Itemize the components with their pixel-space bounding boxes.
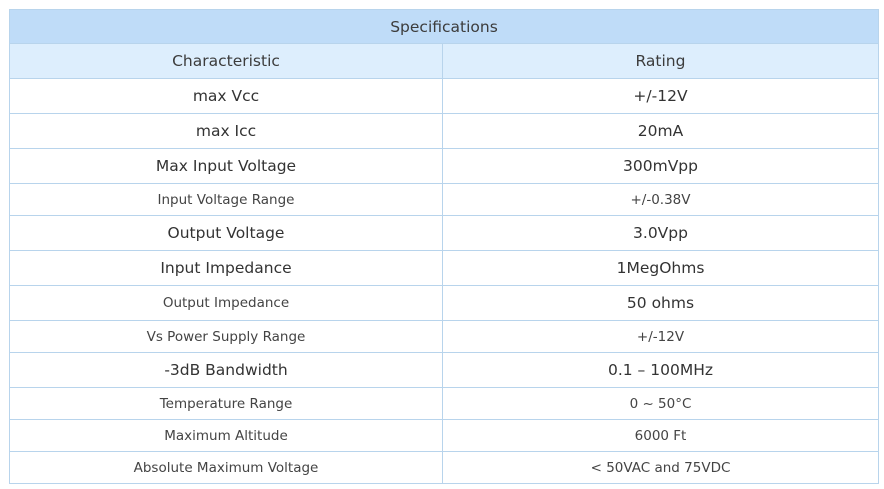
table-row: Input Impedance 1MegOhms — [9, 250, 879, 286]
rating-cell: +/-12V — [442, 78, 879, 114]
characteristic-cell: Output Voltage — [9, 215, 443, 251]
table-row: max Icc 20mA — [9, 113, 879, 149]
rating-cell: +/-12V — [442, 320, 879, 353]
rating-cell: < 50VAC and 75VDC — [442, 451, 879, 484]
characteristic-cell: Output Impedance — [9, 285, 443, 321]
rating-cell: 20mA — [442, 113, 879, 149]
header-characteristic: Characteristic — [9, 43, 443, 79]
characteristic-cell: Input Voltage Range — [9, 183, 443, 216]
characteristic-cell: Max Input Voltage — [9, 148, 443, 184]
header-rating: Rating — [442, 43, 879, 79]
table-row: Maximum Altitude 6000 Ft — [9, 419, 879, 452]
characteristic-cell: Absolute Maximum Voltage — [9, 451, 443, 484]
table-row: Output Impedance 50 ohms — [9, 285, 879, 321]
table-title-row: Specifications — [9, 9, 879, 44]
rating-cell: 50 ohms — [442, 285, 879, 321]
table-header-row: Characteristic Rating — [9, 43, 879, 79]
characteristic-cell: -3dB Bandwidth — [9, 352, 443, 388]
rating-cell: 1MegOhms — [442, 250, 879, 286]
table-title: Specifications — [9, 9, 879, 44]
table-row: Input Voltage Range +/-0.38V — [9, 183, 879, 216]
table-body: max Vcc +/-12V max Icc 20mA Max Input Vo… — [9, 78, 879, 484]
table-row: Absolute Maximum Voltage < 50VAC and 75V… — [9, 451, 879, 484]
characteristic-cell: Vs Power Supply Range — [9, 320, 443, 353]
specifications-table: Specifications Characteristic Rating max… — [9, 9, 879, 484]
characteristic-cell: Input Impedance — [9, 250, 443, 286]
rating-cell: 300mVpp — [442, 148, 879, 184]
table-row: Vs Power Supply Range +/-12V — [9, 320, 879, 353]
characteristic-cell: max Vcc — [9, 78, 443, 114]
rating-cell: 0 ~ 50°C — [442, 387, 879, 420]
table-row: Max Input Voltage 300mVpp — [9, 148, 879, 184]
table-row: Output Voltage 3.0Vpp — [9, 215, 879, 251]
characteristic-cell: max Icc — [9, 113, 443, 149]
characteristic-cell: Temperature Range — [9, 387, 443, 420]
characteristic-cell: Maximum Altitude — [9, 419, 443, 452]
rating-cell: 0.1 – 100MHz — [442, 352, 879, 388]
table-row: -3dB Bandwidth 0.1 – 100MHz — [9, 352, 879, 388]
rating-cell: 6000 Ft — [442, 419, 879, 452]
rating-cell: +/-0.38V — [442, 183, 879, 216]
table-row: max Vcc +/-12V — [9, 78, 879, 114]
table-row: Temperature Range 0 ~ 50°C — [9, 387, 879, 420]
rating-cell: 3.0Vpp — [442, 215, 879, 251]
